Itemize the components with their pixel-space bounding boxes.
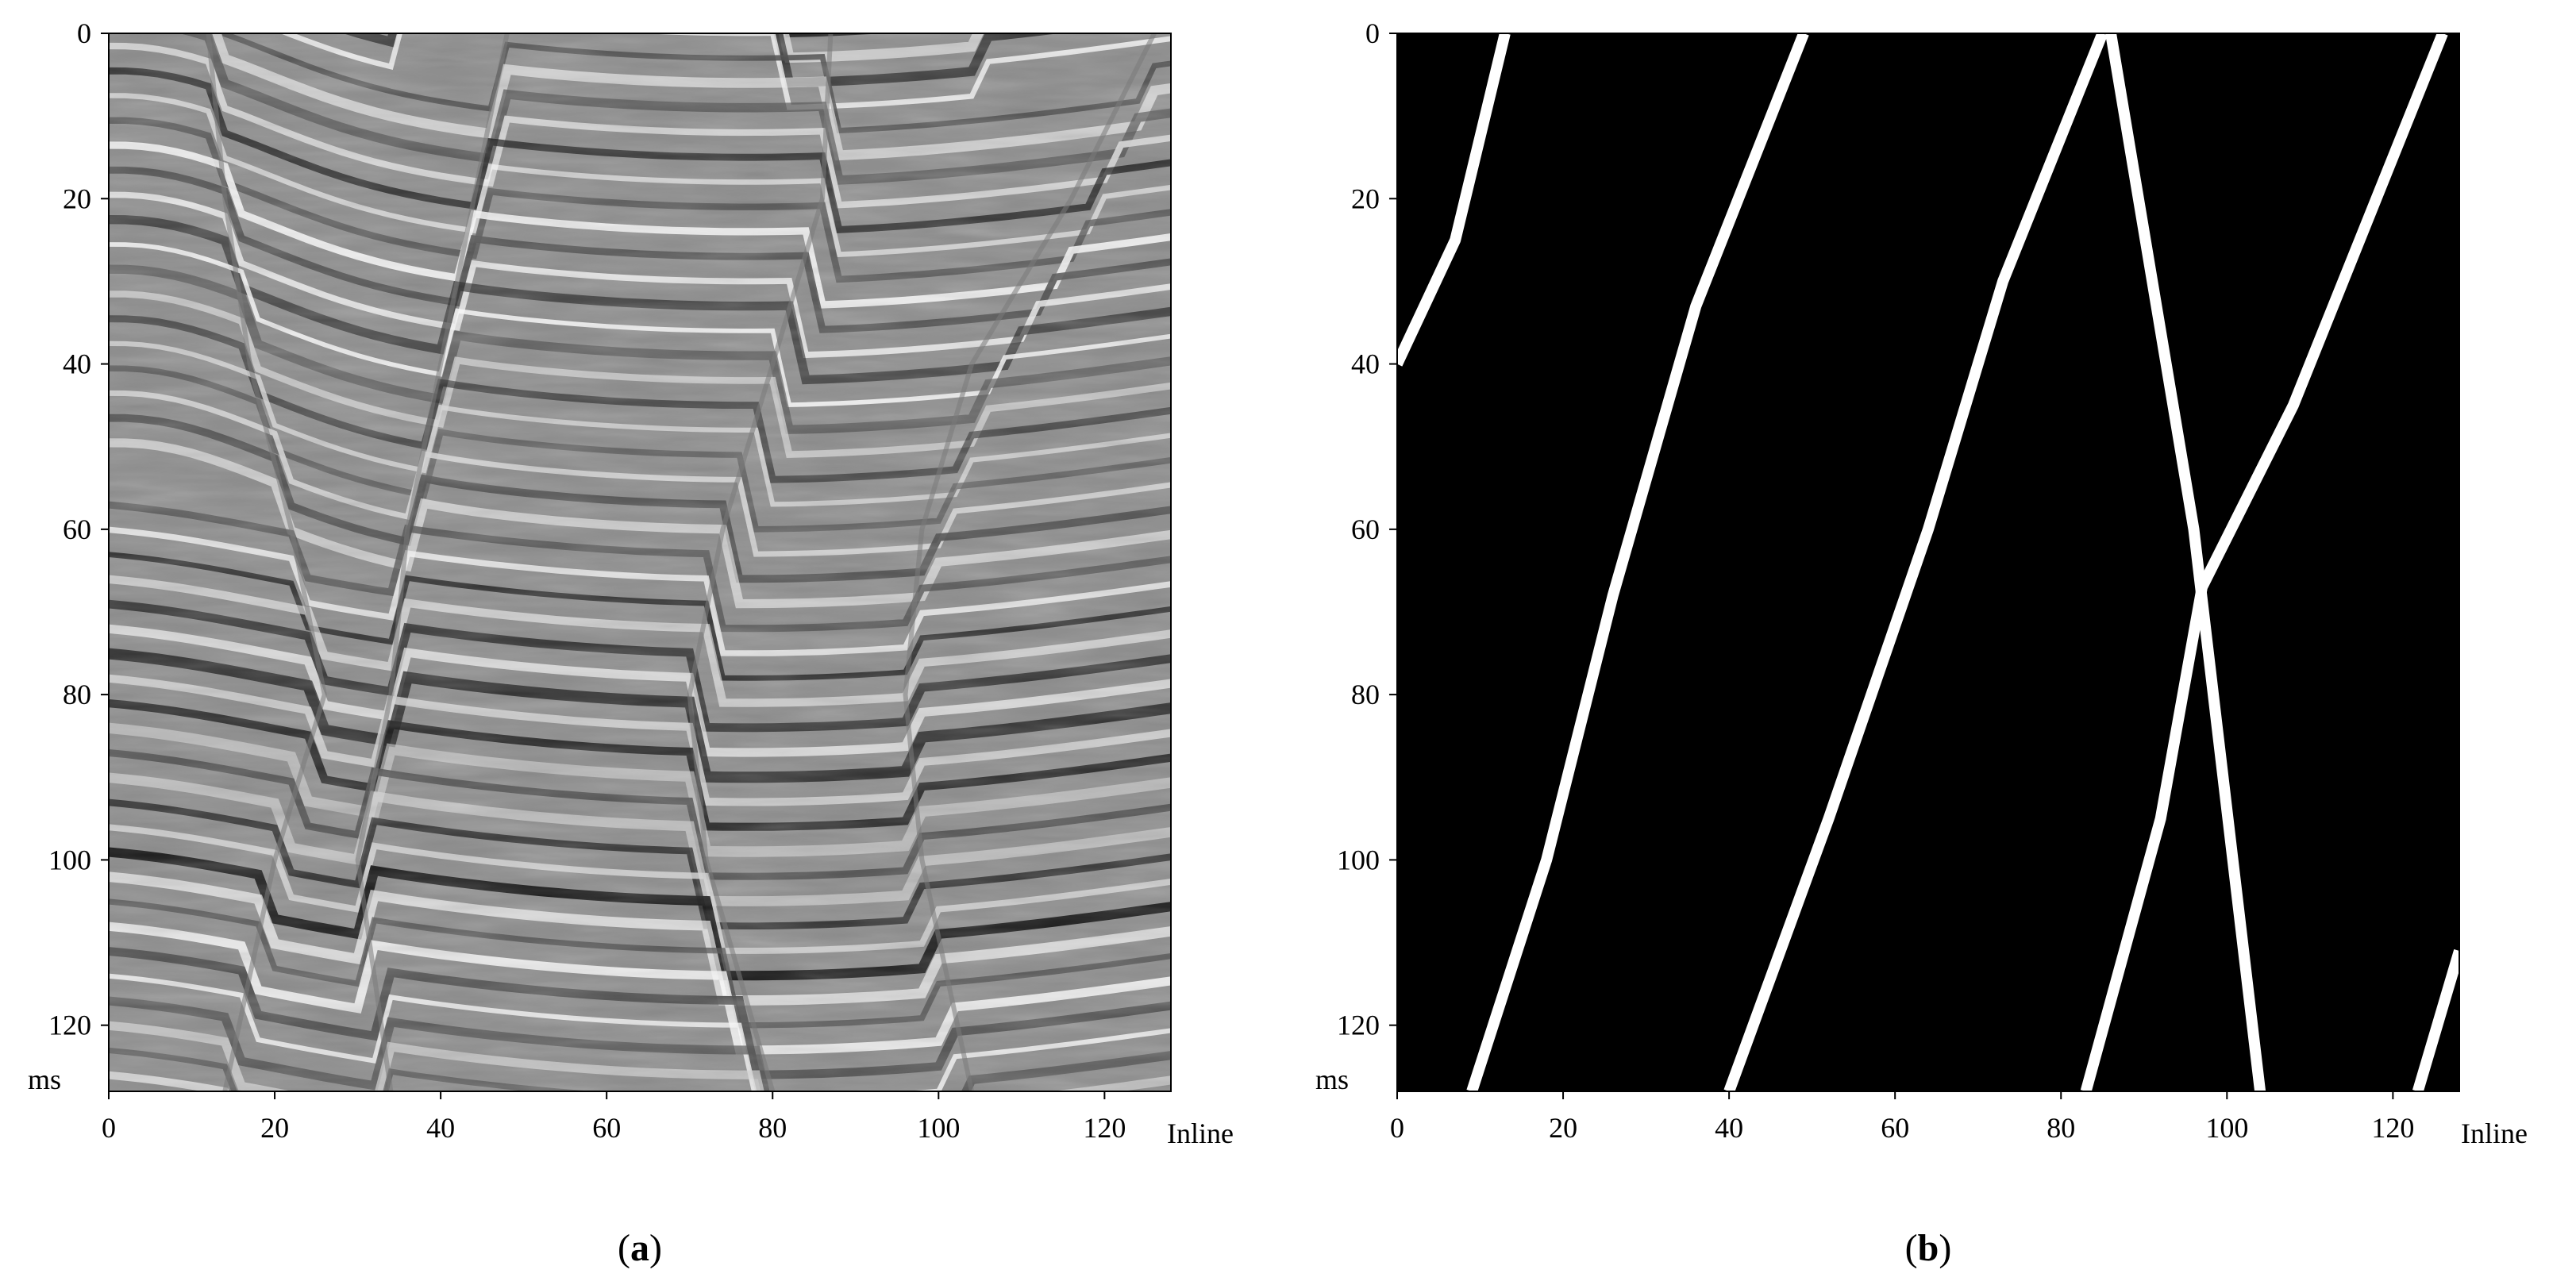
fault-line-3: [1723, 33, 2108, 1091]
fault-line-5: [2080, 33, 2448, 1091]
caption-b-letter: b: [1918, 1227, 1939, 1269]
seismic-reflector: [784, 33, 884, 38]
y-tick-label: 20: [63, 183, 91, 214]
x-tick-label: 40: [1715, 1112, 1743, 1144]
x-tick-label: 100: [2205, 1112, 2248, 1144]
y-tick-label: 60: [1351, 514, 1380, 545]
y-unit-label-a: ms: [28, 1064, 61, 1095]
panel-b: 0 20 40 60 80 100 120 0 20 40 60 80 100 120 ms Inline…: [1315, 17, 2528, 1269]
x-tick-label: 20: [1549, 1112, 1577, 1144]
y-tick-label: 80: [63, 679, 91, 710]
panel-a: 0 20 40 60 80 100 120 0 20 40 60 80 100 120 ms Inline…: [28, 0, 1234, 1269]
plot-frame-b: [1396, 33, 2460, 1092]
x-tick-label: 80: [2047, 1112, 2075, 1144]
fault-offset-trace: [206, 33, 327, 1091]
y-tick-label: 20: [1351, 183, 1380, 214]
seismic-fault-offsets: [206, 33, 1157, 1091]
x-tick-label: 120: [1083, 1112, 1126, 1144]
x-tick-label: 0: [102, 1112, 116, 1144]
fault-mask-background: [1397, 33, 2459, 1091]
y-tick-label: 40: [1351, 348, 1380, 380]
y-tick-label: 0: [77, 17, 91, 49]
y-tick-label: 120: [48, 1010, 91, 1041]
fault-lines: [1397, 33, 2459, 1091]
caption-b: (b): [1905, 1227, 1952, 1269]
y-tick-label: 0: [1365, 17, 1380, 49]
fault-line-4: [2105, 33, 2266, 1091]
x-tick-label: 0: [1390, 1112, 1404, 1144]
seismic-texture: [109, 33, 1171, 1091]
fault-offset-trace: [903, 33, 1157, 1091]
fault-line-1: [1397, 33, 1511, 367]
x-axis-label-a: Inline: [1167, 1118, 1234, 1149]
fault-line-6: [2412, 949, 2459, 1091]
x-tick-label: 20: [260, 1112, 289, 1144]
fault-line-2: [1466, 33, 1809, 1091]
x-tick-label: 80: [758, 1112, 787, 1144]
fault-offset-trace: [687, 33, 834, 1091]
x-axis-label-b: Inline: [2461, 1118, 2528, 1149]
caption-a: (a): [618, 1227, 662, 1269]
x-tick-label: 120: [2371, 1112, 2414, 1144]
y-tick-label: 100: [48, 844, 91, 875]
x-tick-label: 60: [592, 1112, 621, 1144]
plot-frame-a: [108, 33, 1172, 1092]
y-tick-label: 120: [1337, 1010, 1380, 1041]
y-unit-label-b: ms: [1315, 1064, 1349, 1095]
axes-b: 0 20 40 60 80 100 120 0 20 40 60 80 100 120: [1337, 17, 2414, 1144]
x-tick-label: 100: [917, 1112, 960, 1144]
y-tick-label: 40: [63, 348, 91, 380]
fault-offset-trace: [355, 33, 510, 1091]
y-tick-label: 80: [1351, 679, 1380, 710]
caption-a-letter: a: [630, 1227, 649, 1269]
y-tick-label: 100: [1337, 844, 1380, 875]
y-tick-label: 60: [63, 514, 91, 545]
x-tick-label: 40: [426, 1112, 455, 1144]
x-tick-label: 60: [1881, 1112, 1909, 1144]
seismic-reflector: [109, 0, 1171, 8]
axes-a: 0 20 40 60 80 100 120 0 20 40 60 80 100 120: [48, 17, 1126, 1144]
